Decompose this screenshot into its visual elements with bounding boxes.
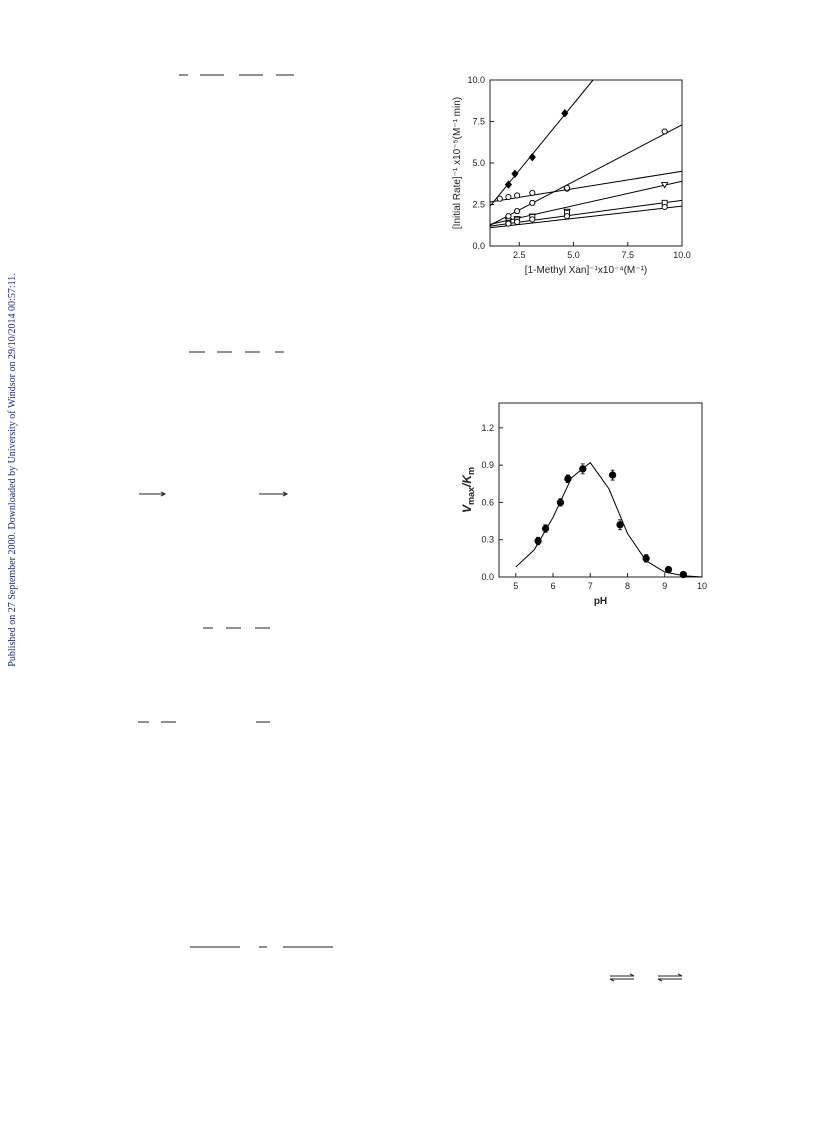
x-tick-label: 10.0: [673, 250, 691, 260]
point: [514, 218, 521, 225]
plot: 5 6 7 8 9 10 0.0 0.3 0.6 0.9 1.2 pH Vmax/Km: [460, 402, 707, 607]
y-axis-label: [Initial Rate]⁻¹ x10⁻⁵(M⁻¹ min): [452, 97, 463, 229]
equation-bars: [138, 74, 683, 982]
y-tick-label: 2.5: [472, 200, 485, 210]
point: [514, 192, 521, 199]
point: [529, 189, 536, 196]
point: [661, 203, 668, 211]
point: [496, 195, 503, 202]
x-tick-label: 6: [551, 581, 556, 591]
point: [529, 216, 536, 223]
fit-line: [489, 180, 683, 225]
point: [541, 524, 550, 533]
x-tick-label: 7.5: [622, 250, 635, 260]
fit-line: [489, 79, 594, 207]
point: [563, 185, 571, 191]
y-tick-label: 5.0: [472, 158, 485, 168]
point: [505, 213, 512, 219]
y-tick-label: 10.0: [467, 75, 485, 85]
point: [504, 180, 513, 189]
x-tick-label: 9: [662, 581, 667, 591]
point: [528, 199, 536, 206]
y-axis-label-part: V: [460, 504, 474, 513]
fit-line: [489, 124, 683, 226]
fit-line: [489, 199, 683, 227]
y-tick-label: 1.2: [481, 423, 494, 433]
point: [608, 471, 617, 479]
point: [563, 213, 571, 220]
point: [579, 465, 587, 473]
y-tick-label: 0.0: [472, 241, 485, 251]
plot: 2.5 5.0 7.5 10.0 0.0 2.5 5.0 7.5 10.0 [1-Methyl X…: [452, 75, 691, 276]
y-tick-label: 0.6: [481, 497, 494, 507]
x-tick-label: 8: [625, 581, 630, 591]
point: [511, 169, 519, 178]
y-axis-label-part: max: [466, 487, 476, 505]
point: [664, 565, 673, 574]
y-axis-label: Vmax/Km: [460, 467, 476, 513]
fit-line: [489, 205, 683, 229]
point: [513, 208, 521, 215]
point: [561, 109, 569, 118]
point: [556, 498, 565, 507]
fit-line: [489, 170, 683, 203]
y-axis-label-part: m: [466, 467, 476, 475]
fit-line: [515, 461, 703, 578]
point: [661, 128, 668, 135]
y-tick-label: 0.0: [481, 572, 494, 582]
x-axis-label: [1-Methyl Xan]⁻¹x10⁻⁴(M⁻¹): [525, 265, 647, 276]
point: [642, 554, 650, 563]
y-tick-label: 0.9: [481, 460, 494, 470]
margin-note: Published on 27 September 2000. Download…: [7, 273, 18, 666]
y-tick-label: 7.5: [472, 117, 485, 127]
x-tick-label: 2.5: [513, 250, 526, 260]
x-axis-label: pH: [594, 596, 607, 607]
point: [528, 152, 536, 162]
x-tick-label: 7: [588, 581, 593, 591]
point: [679, 570, 688, 579]
plot-frame: [498, 402, 703, 578]
point: [505, 220, 512, 227]
x-tick-label: 5.0: [567, 250, 580, 260]
point: [616, 521, 624, 529]
x-tick-label: 10: [697, 581, 707, 591]
point: [534, 537, 542, 545]
y-tick-label: 0.3: [481, 535, 494, 545]
x-tick-label: 5: [513, 581, 518, 591]
point: [505, 193, 512, 201]
point: [564, 475, 572, 483]
point: [660, 182, 669, 189]
y-axis-label-part: /K: [460, 474, 474, 488]
